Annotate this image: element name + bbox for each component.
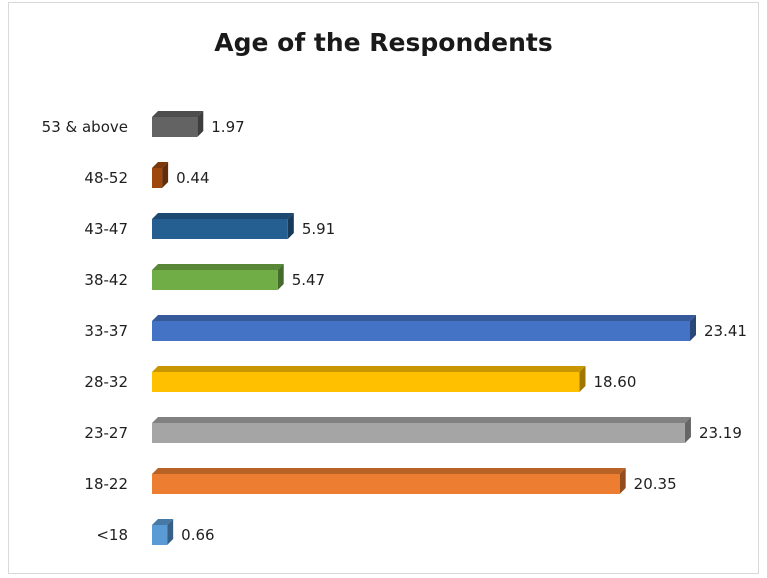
value-label: 0.44 [176,169,209,187]
bar-group [152,111,204,137]
bar-side-face [684,417,691,443]
bar-group [152,162,169,188]
category-label: 18-22 [84,475,128,493]
bar-top-face [152,468,626,474]
bar-side-face [287,213,294,239]
bar [152,270,278,290]
bar-side-face [277,264,284,290]
bar-group [152,315,696,341]
bar-top-face [152,111,204,117]
bar-top-face [152,162,169,168]
bar [152,321,690,341]
bar-top-face [152,366,586,372]
value-label: 5.91 [302,220,335,238]
category-label: 48-52 [84,169,128,187]
bar-top-face [152,213,294,219]
bar [152,525,168,545]
value-label: 0.66 [181,526,214,544]
bar-group [152,468,626,494]
bar [152,372,580,392]
bar-group [152,264,284,290]
bar-top-face [152,417,691,423]
bar-side-face [579,366,586,392]
bar-group [152,519,174,545]
bar [152,168,163,188]
bar-side-face [619,468,626,494]
category-label: 28-32 [84,373,128,391]
category-label: 53 & above [42,118,128,136]
bar-top-face [152,519,174,525]
bar-top-face [152,315,696,321]
bar-side-face [197,111,204,137]
bar [152,474,620,494]
value-label: 18.60 [593,373,636,391]
category-label: 23-27 [84,424,128,442]
bar [152,219,288,239]
bar-side-face [162,162,169,188]
bar [152,423,685,443]
value-label: 23.41 [704,322,747,340]
chart-title: Age of the Respondents [214,28,553,57]
category-label: 33-37 [84,322,128,340]
bar-top-face [152,264,284,270]
value-label: 23.19 [699,424,742,442]
bar-side-face [690,315,696,341]
bar-side-face [167,519,174,545]
value-label: 5.47 [292,271,325,289]
bar-group [152,213,294,239]
category-label: <18 [96,526,128,544]
bar [152,117,198,137]
value-label: 1.97 [211,118,244,136]
bar-group [152,366,586,392]
category-label: 43-47 [84,220,128,238]
category-label: 38-42 [84,271,128,289]
value-label: 20.35 [634,475,677,493]
bar-group [152,417,691,443]
